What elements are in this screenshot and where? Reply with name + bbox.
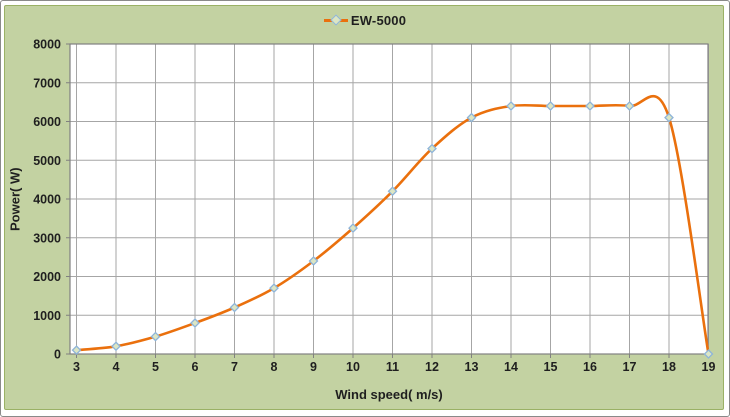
y-axis-title: Power( W) (7, 167, 23, 231)
x-axis-title: Wind speed( m/s) (335, 387, 443, 402)
svg-text:5: 5 (152, 360, 159, 374)
svg-text:6000: 6000 (33, 115, 61, 129)
svg-text:17: 17 (623, 360, 637, 374)
svg-text:0: 0 (54, 348, 61, 362)
svg-text:13: 13 (465, 360, 479, 374)
svg-text:14: 14 (504, 360, 518, 374)
svg-text:11: 11 (386, 360, 399, 374)
svg-text:18: 18 (662, 360, 676, 374)
svg-text:7000: 7000 (33, 76, 61, 90)
svg-text:19: 19 (702, 360, 716, 374)
svg-text:3000: 3000 (33, 231, 61, 245)
svg-text:10: 10 (346, 360, 360, 374)
svg-text:4000: 4000 (33, 193, 61, 207)
svg-text:5000: 5000 (33, 154, 61, 168)
svg-text:7: 7 (231, 360, 238, 374)
svg-text:1000: 1000 (33, 309, 61, 323)
svg-text:2000: 2000 (33, 270, 61, 284)
svg-text:12: 12 (425, 360, 439, 374)
svg-text:8000: 8000 (33, 38, 61, 52)
svg-text:9: 9 (310, 360, 317, 374)
svg-text:4: 4 (113, 360, 120, 374)
legend-series-label: EW-5000 (350, 12, 407, 28)
legend: EW-5000 (0, 11, 730, 29)
svg-text:3: 3 (73, 360, 80, 374)
diamond-marker-icon (330, 14, 342, 26)
legend-series-key (323, 14, 348, 26)
svg-text:8: 8 (271, 360, 278, 374)
svg-text:6: 6 (192, 360, 199, 374)
svg-text:16: 16 (583, 360, 597, 374)
svg-text:15: 15 (544, 360, 558, 374)
